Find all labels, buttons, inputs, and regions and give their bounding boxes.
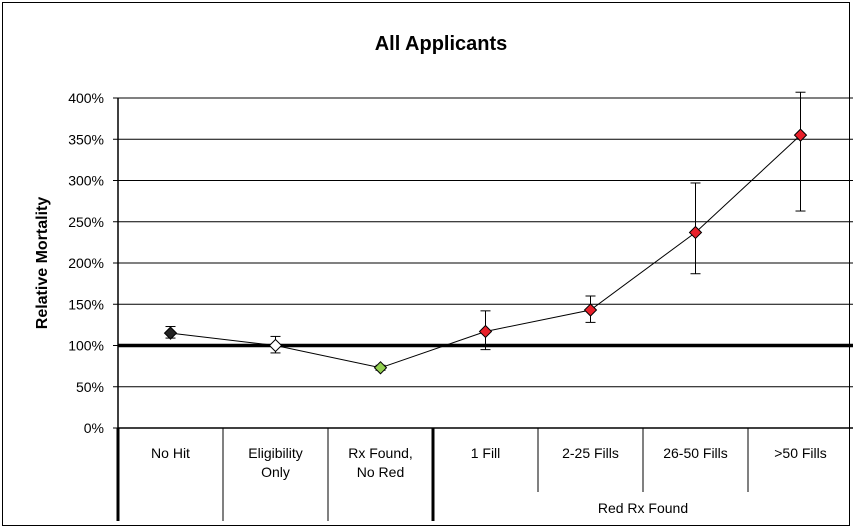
- data-point-marker: [688, 225, 703, 240]
- category-labels: No Hit Eligibility Only Rx Found, No Red 1 Fi…: [151, 445, 827, 480]
- y-tick-label: 250%: [68, 214, 104, 230]
- category-label: Only: [261, 464, 290, 480]
- gridlines: [113, 97, 853, 429]
- y-axis-label: Relative Mortality: [34, 197, 51, 330]
- y-tick-label: 200%: [68, 255, 104, 271]
- y-tick-label: 300%: [68, 173, 104, 189]
- data-point-marker: [268, 338, 283, 353]
- data-point-marker: [583, 303, 598, 317]
- category-label: 26-50 Fills: [663, 445, 728, 461]
- data-point-marker: [163, 326, 178, 340]
- category-label: No Red: [357, 464, 404, 480]
- chart-title: All Applicants: [375, 33, 508, 55]
- data-point-marker: [793, 128, 808, 142]
- data-point-marker: [478, 324, 493, 339]
- category-label: 1 Fill: [471, 445, 501, 461]
- category-label: >50 Fills: [774, 445, 827, 461]
- category-label: 2-25 Fills: [562, 445, 619, 461]
- group-label-red-rx-found: Red Rx Found: [598, 500, 688, 516]
- category-label: No Hit: [151, 445, 190, 461]
- y-tick-labels: 0% 50% 100% 150% 200% 250% 300% 350% 400%: [68, 90, 104, 436]
- data-point-marker: [373, 361, 388, 375]
- y-tick-label: 0%: [84, 420, 104, 436]
- y-tick-label: 400%: [68, 90, 104, 106]
- chart-frame: [2, 2, 850, 526]
- category-label: Eligibility: [248, 445, 302, 461]
- y-tick-label: 150%: [68, 296, 104, 312]
- data-markers: [163, 128, 808, 375]
- y-tick-label: 100%: [68, 338, 104, 354]
- y-tick-label: 350%: [68, 131, 104, 147]
- y-tick-label: 50%: [76, 379, 104, 395]
- category-label: Rx Found,: [348, 445, 413, 461]
